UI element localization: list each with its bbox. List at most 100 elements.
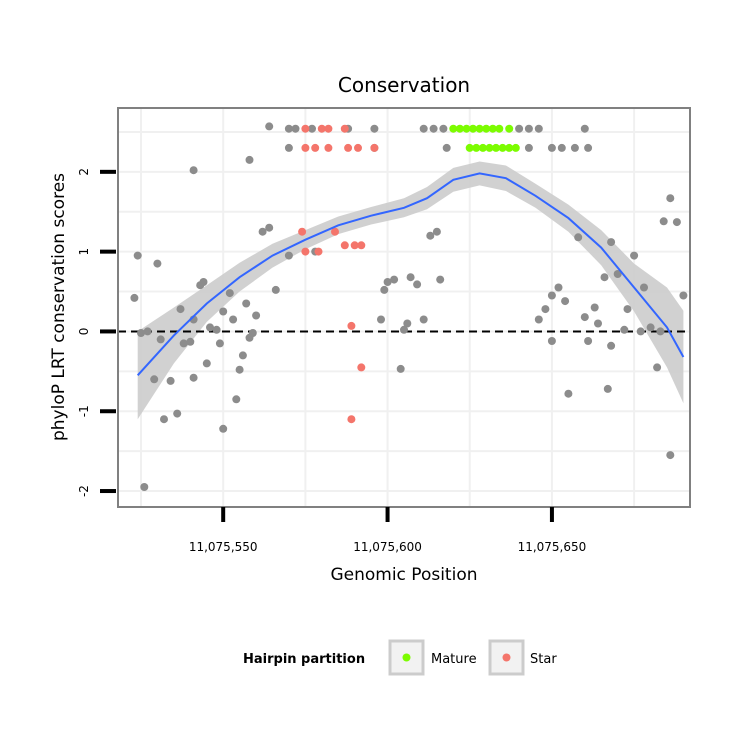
- confidence-ribbon: [137, 161, 684, 420]
- other-point: [245, 155, 254, 164]
- other-point: [238, 351, 247, 360]
- mature-point: [492, 143, 500, 152]
- star-point: [301, 143, 310, 152]
- other-point: [140, 483, 149, 491]
- y-tick-label: 2: [77, 168, 91, 176]
- mature-point: [462, 124, 471, 133]
- star-point: [354, 143, 362, 152]
- other-point: [258, 227, 267, 236]
- other-point: [574, 233, 583, 242]
- other-point: [515, 124, 524, 133]
- other-point: [225, 289, 234, 298]
- other-point: [620, 325, 629, 334]
- star-point: [324, 143, 333, 152]
- other-point: [429, 124, 438, 133]
- legend-label-mature: Mature: [431, 652, 477, 667]
- other-point: [173, 409, 182, 418]
- star-point: [347, 321, 356, 330]
- mature-point: [478, 143, 487, 152]
- other-point: [383, 278, 392, 286]
- other-point: [603, 384, 612, 393]
- other-point: [432, 227, 441, 236]
- other-point: [534, 124, 543, 133]
- other-point: [439, 124, 448, 133]
- other-point: [524, 124, 533, 133]
- star-point: [331, 227, 339, 236]
- other-point: [160, 415, 168, 424]
- other-point: [176, 305, 185, 314]
- other-point: [229, 315, 238, 324]
- star-point: [301, 124, 310, 133]
- other-point: [199, 278, 208, 286]
- other-point: [377, 315, 385, 324]
- other-point: [426, 231, 435, 240]
- other-point: [607, 238, 616, 247]
- other-point: [186, 337, 195, 346]
- other-point: [265, 223, 274, 232]
- other-point: [202, 359, 211, 368]
- other-point: [524, 143, 533, 152]
- other-point: [584, 143, 593, 152]
- other-point: [150, 375, 159, 384]
- mature-point: [469, 124, 477, 133]
- legend-title: Hairpin partition: [243, 652, 365, 667]
- other-point: [419, 124, 428, 133]
- other-point: [623, 305, 632, 314]
- other-point: [248, 329, 257, 337]
- x-axis: 11,075,550 11,075,600 11,075,650: [189, 507, 586, 554]
- panel-border: [117, 107, 691, 508]
- other-point: [235, 365, 244, 374]
- other-point: [406, 273, 415, 282]
- other-point: [219, 424, 228, 433]
- other-point: [672, 218, 681, 227]
- other-point: [580, 124, 589, 133]
- y-axis: -2 -1 0 1 2: [77, 168, 116, 497]
- star-point: [340, 124, 349, 133]
- other-point: [636, 327, 645, 336]
- other-point: [666, 451, 675, 460]
- other-point: [212, 325, 221, 334]
- star-point: [298, 227, 307, 236]
- other-point: [600, 273, 609, 282]
- y-tick-label: -1: [77, 405, 91, 417]
- other-point: [570, 143, 579, 152]
- y-tick-label: -2: [77, 485, 91, 497]
- other-point: [242, 299, 251, 308]
- other-point: [403, 319, 412, 328]
- other-point: [153, 259, 162, 268]
- other-point: [215, 339, 224, 348]
- y-tick-label: 0: [77, 328, 91, 336]
- other-point: [630, 251, 639, 260]
- star-point: [340, 241, 349, 250]
- other-point: [547, 291, 556, 300]
- star-point: [314, 247, 323, 256]
- mature-point: [498, 143, 507, 152]
- mature-point: [455, 124, 464, 133]
- smooth-line: [136, 172, 685, 376]
- chart-title: Conservation: [338, 73, 470, 97]
- other-point: [143, 327, 152, 336]
- other-point: [400, 325, 408, 334]
- y-tick-label: 1: [77, 248, 91, 256]
- mature-point: [505, 124, 514, 133]
- star-point: [317, 124, 326, 133]
- mature-point: [472, 143, 481, 152]
- other-point: [265, 122, 274, 131]
- other-point: [206, 323, 214, 332]
- plot-panel: [117, 107, 691, 508]
- other-point: [130, 293, 139, 302]
- mature-point: [482, 124, 491, 133]
- x-tick-label: 11,075,550: [189, 540, 258, 554]
- other-point: [413, 280, 422, 289]
- other-point: [390, 275, 399, 284]
- other-point: [541, 305, 550, 314]
- mature-point: [511, 143, 520, 152]
- other-point: [308, 124, 316, 133]
- legend-swatch-star: [502, 653, 511, 662]
- other-point: [656, 327, 665, 336]
- other-point: [679, 291, 688, 300]
- other-point: [156, 335, 165, 344]
- other-point: [584, 337, 593, 345]
- other-point: [442, 143, 451, 152]
